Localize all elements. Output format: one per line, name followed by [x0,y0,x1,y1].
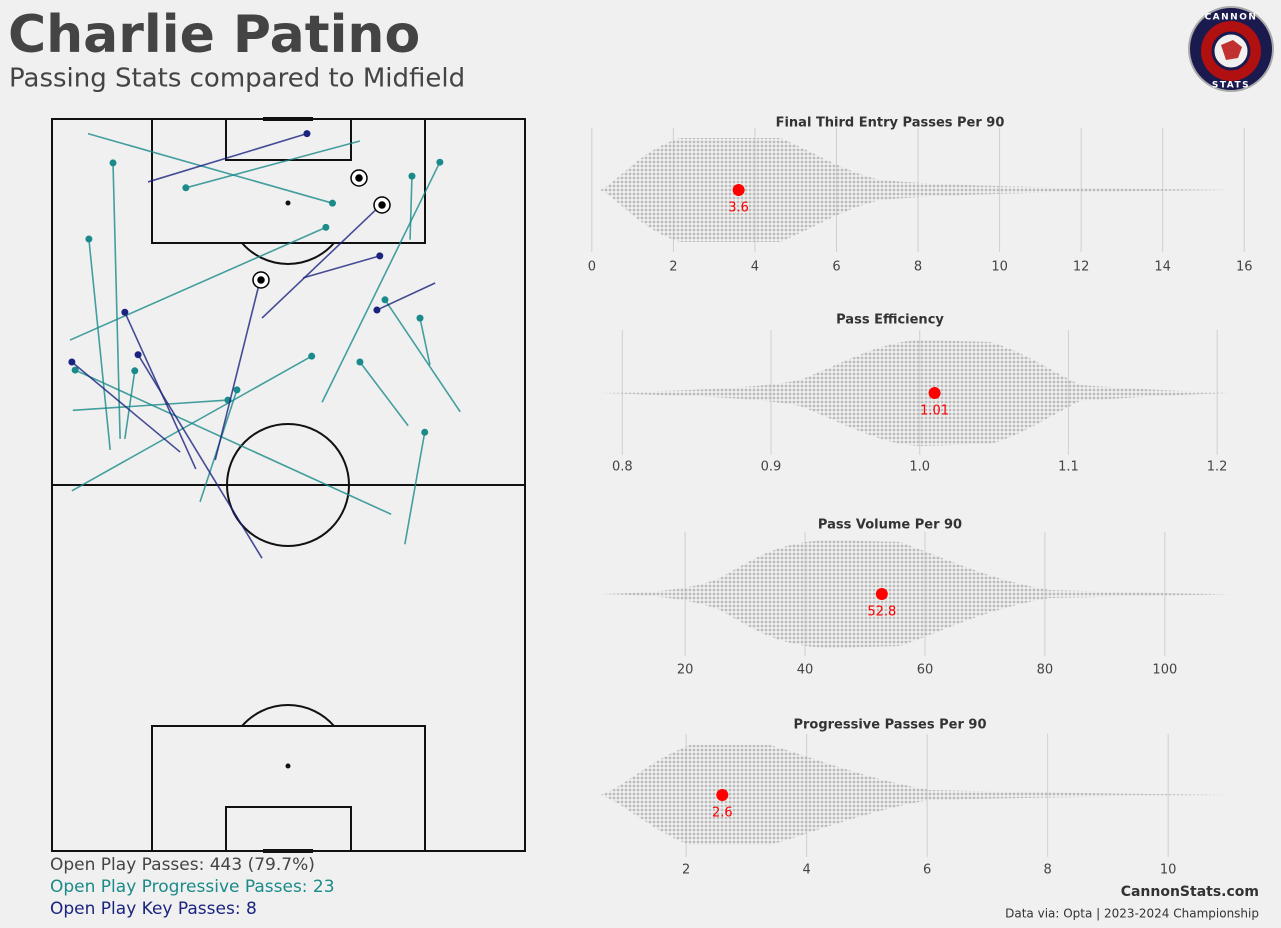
x-tick-label: 1.0 [909,460,930,475]
pass-line [214,279,261,461]
pass-line [419,317,431,366]
pass-end [308,352,316,360]
panel-title: Final Third Entry Passes Per 90 [776,116,1005,131]
footer-site: CannonStats.com [1121,884,1259,900]
pass-end [131,367,139,375]
pass-line [88,238,111,450]
player-dot [928,387,941,399]
x-tick-label: 10 [991,260,1008,275]
pass-end [303,130,311,138]
player-label: 3.6 [728,201,749,216]
pass-end [68,358,76,366]
x-tick-label: 80 [1037,663,1054,678]
pass-line [321,161,441,403]
pass-end [381,296,389,304]
pass-line [404,432,426,545]
pass-end [421,428,429,436]
panel-title: Pass Volume Per 90 [818,518,962,533]
distributions [600,138,1230,845]
x-tick-label: 6 [923,863,931,878]
pass-end [416,314,424,322]
logo: CANNON STATS [1188,6,1274,92]
player-label: 52.8 [867,605,896,620]
x-tick-label: 0.8 [612,460,633,475]
x-tick-label: 14 [1154,260,1171,275]
pitch [51,117,526,853]
pass-end [373,306,381,314]
x-tick-label: 60 [917,663,934,678]
pass-line [302,255,381,279]
panel-title: Pass Efficiency [836,313,944,328]
pass-end [233,386,241,394]
x-tick-label: 100 [1152,663,1177,678]
pass-line [87,132,333,204]
logo-bottom: STATS [1212,81,1250,91]
x-tick-label: 8 [914,260,922,275]
x-tick-label: 4 [751,260,759,275]
pass-line [384,299,461,413]
pass-line [69,226,327,341]
pass-end [121,308,129,316]
title: Charlie Patino [8,5,420,65]
x-tick-label: 40 [797,663,814,678]
x-tick-label: 6 [832,260,840,275]
logo-top: CANNON [1205,13,1258,23]
pass-end [322,223,330,231]
legend-all: Open Play Passes: 443 (79.7%) [50,855,315,875]
x-tick-label: 8 [1044,863,1052,878]
x-tick-label: 20 [677,663,694,678]
x-tick-label: 12 [1073,260,1090,275]
passes [68,130,461,559]
player-markers: 3.6 1.01 52.8 2.6 [712,184,949,821]
player-dot [732,184,745,196]
pass-end [109,159,117,167]
legend-progressive: Open Play Progressive Passes: 23 [50,877,335,897]
pass-line [137,354,263,559]
x-tick-label: 10 [1160,863,1177,878]
x-tick-label: 0 [588,260,596,275]
panel-title: Progressive Passes Per 90 [793,718,986,733]
player-dot [716,789,729,801]
x-tick-label: 2 [682,863,690,878]
x-tick-label: 4 [803,863,811,878]
pass-line [74,369,392,516]
subtitle: Passing Stats compared to Midfield [9,64,465,94]
pass-end [85,235,93,243]
pass-line [261,204,382,319]
pass-line [185,140,361,189]
pass-line [72,399,229,412]
x-tick-label: 1.1 [1058,460,1079,475]
legend-key: Open Play Key Passes: 8 [50,899,257,919]
x-tick-label: 16 [1236,260,1253,275]
pass-line [409,176,413,240]
balls [252,169,391,289]
player-label: 1.01 [920,404,949,419]
player-label: 2.6 [712,806,733,821]
pass-end [182,184,190,192]
pass-line [124,370,136,439]
pass-end [134,351,142,359]
footer-source: Data via: Opta | 2023-2024 Championship [1005,907,1259,921]
pass-line [359,361,409,427]
player-dot [875,588,888,600]
pass-line [71,361,181,453]
pass-end [408,172,416,180]
pass-line [147,132,308,183]
x-tick-label: 0.9 [761,460,782,475]
pass-end [356,358,364,366]
pass-end [328,199,336,207]
pass-line [112,162,121,439]
x-tick-label: 1.2 [1207,460,1228,475]
pass-line [376,282,436,311]
pass-end [436,158,444,166]
pass-end [376,252,384,260]
pass-end [71,366,79,374]
x-tick-label: 2 [669,260,677,275]
